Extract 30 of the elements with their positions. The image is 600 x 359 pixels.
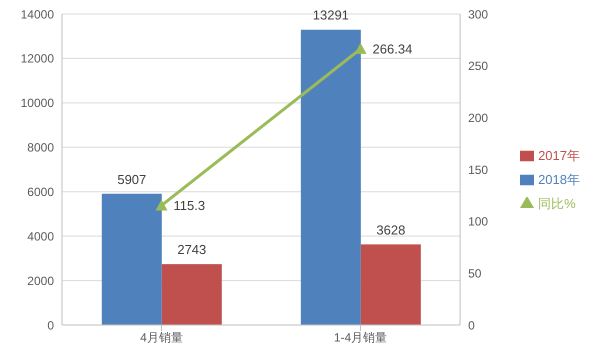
y-tick-label: 8000	[27, 140, 54, 155]
y-tick-label: 14000	[20, 7, 54, 22]
data-label: 266.34	[372, 42, 412, 57]
y-tick-label: 10000	[20, 96, 54, 110]
y-tick-label: 2000	[27, 274, 54, 288]
x-tick-label: 4月销量	[140, 330, 183, 345]
bar	[360, 244, 421, 325]
legend-label: 2018年	[538, 172, 580, 186]
data-label: 13291	[312, 8, 349, 23]
y2-tick-label: 250	[468, 59, 488, 74]
y2-tick-label: 200	[468, 110, 488, 125]
bar	[102, 194, 162, 325]
y2-tick-label: 0	[468, 318, 476, 332]
y-tick-label: 6000	[27, 184, 54, 199]
bar	[162, 264, 222, 325]
x-tick-label: 1-4月销量	[334, 330, 388, 345]
y2-tick-label: 100	[468, 214, 488, 229]
bar	[300, 30, 361, 325]
y2-tick-label: 300	[468, 7, 488, 22]
y-tick-label: 0	[47, 318, 54, 332]
data-label: 5907	[117, 172, 146, 187]
data-label: 3628	[376, 222, 406, 238]
data-label: 115.3	[174, 198, 206, 214]
legend-label: 2017年	[538, 148, 580, 162]
y-tick-label: 12000	[20, 52, 54, 66]
legend-label: 同比%	[538, 196, 576, 210]
y-tick-label: 4000	[27, 229, 54, 244]
y2-tick-label: 150	[468, 162, 488, 177]
data-label: 2743	[177, 242, 206, 258]
y2-tick-label: 50	[468, 266, 482, 280]
